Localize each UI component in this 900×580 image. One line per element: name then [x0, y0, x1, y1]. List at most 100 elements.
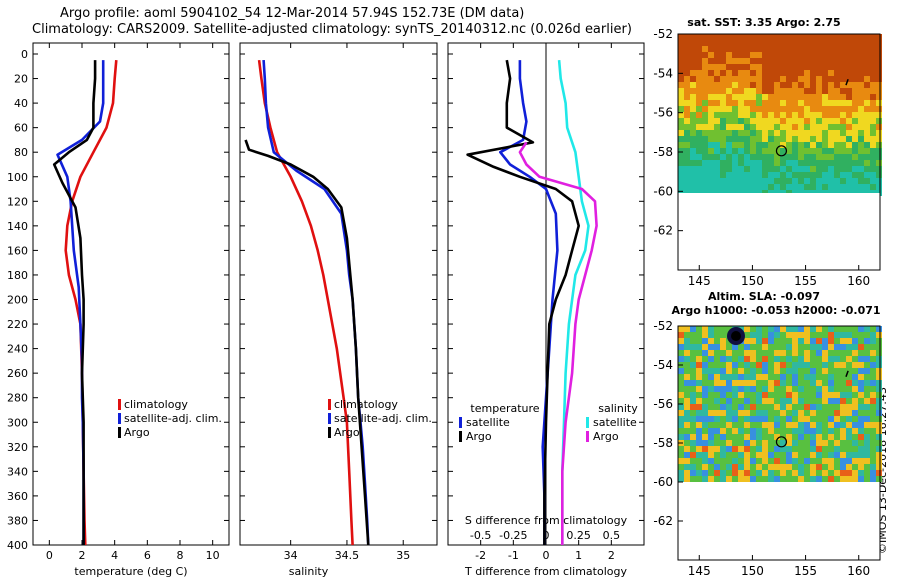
x-tick-label: 34: [284, 549, 298, 562]
y-tick-label: 100: [7, 171, 28, 184]
map-y-tick-label: -54: [653, 66, 673, 80]
legend-swatch: [459, 417, 462, 428]
series-line-s-argo: [518, 141, 598, 545]
map-nodata-area: [678, 193, 880, 270]
series-line-t-argo: [466, 59, 581, 545]
map-y-tick-label: -58: [653, 145, 673, 159]
legend-label: satellite-adj. clim.: [334, 412, 432, 425]
legend-swatch: [118, 399, 121, 410]
sla-field: [678, 326, 882, 482]
y-tick-label: 80: [14, 146, 28, 159]
map-y-tick-label: -54: [653, 358, 673, 372]
y-tick-label: 60: [14, 122, 28, 135]
map-nodata-area: [678, 482, 880, 560]
y-tick-label: 280: [7, 392, 28, 405]
title-line-2: Climatology: CARS2009. Satellite-adjuste…: [32, 22, 632, 37]
y-tick-label: 360: [7, 490, 28, 503]
map-y-tick-label: -60: [653, 475, 673, 489]
map-y-tick-label: -60: [653, 184, 673, 198]
y-tick-label: 40: [14, 97, 28, 110]
map-title: Altim. SLA: -0.097: [708, 290, 820, 303]
map-x-tick-label: 145: [688, 274, 711, 288]
map-y-tick-label: -62: [653, 514, 673, 528]
map-y-tick-label: -52: [653, 27, 673, 41]
x-tick-label: 1: [575, 549, 582, 562]
y-tick-label: 380: [7, 514, 28, 527]
argo-position-marker: [775, 436, 788, 448]
y-tick-label: 220: [7, 318, 28, 331]
title-line-1: Argo profile: aoml 5904102_54 12-Mar-201…: [60, 6, 525, 21]
argo-position-marker: [775, 145, 788, 157]
secondary-axis-label: S difference from climatology: [465, 514, 628, 527]
series-line-satellite-adj-clim-: [56, 60, 105, 545]
y-tick-label: 240: [7, 343, 28, 356]
map-x-tick-label: 150: [741, 274, 764, 288]
x-axis-label: salinity: [289, 565, 329, 578]
x-tick-label: 0: [46, 549, 53, 562]
legend-swatch: [328, 399, 331, 410]
sst-field: [678, 34, 882, 196]
legend-label: satellite-adj. clim.: [124, 412, 222, 425]
legend-swatch: [459, 431, 462, 442]
legend-title-salinity: salinity: [598, 402, 638, 415]
map-x-tick-label: 155: [794, 274, 817, 288]
legend-label: climatology: [334, 398, 398, 411]
y-tick-label: 200: [7, 294, 28, 307]
legend-label: Argo: [466, 430, 492, 443]
legend-label: satellite: [593, 416, 637, 429]
map-y-tick-label: -62: [653, 224, 673, 238]
y-tick-label: 120: [7, 195, 28, 208]
sla-eddy-core: [731, 331, 741, 341]
y-tick-label: 0: [21, 48, 28, 61]
legend-label: satellite: [466, 416, 510, 429]
x-tick-label: 0: [543, 549, 550, 562]
x-tick-label: 10: [206, 549, 220, 562]
map-x-tick-label: 145: [688, 564, 711, 578]
x-tick-label: -1: [508, 549, 519, 562]
map-feature-mark: [845, 78, 849, 86]
x-tick-label: -2: [475, 549, 486, 562]
map-y-tick-label: -56: [653, 397, 673, 411]
x-tick-label: 4: [111, 549, 118, 562]
secondary-tick-label: 0.25: [566, 529, 591, 542]
series-line-climatology: [257, 59, 354, 546]
y-tick-label: 20: [14, 73, 28, 86]
legend-label: Argo: [124, 426, 150, 439]
legend-swatch: [328, 427, 331, 438]
map-x-tick-label: 150: [741, 564, 764, 578]
y-tick-label: 140: [7, 220, 28, 233]
y-tick-label: 340: [7, 465, 28, 478]
y-tick-label: 400: [7, 539, 28, 552]
series-line-t-satellite: [498, 60, 559, 545]
legend-label: climatology: [124, 398, 188, 411]
y-tick-label: 160: [7, 244, 28, 257]
legend-label: Argo: [593, 430, 619, 443]
series-line-argo: [52, 60, 97, 545]
map-y-tick-label: -58: [653, 436, 673, 450]
x-axis-label: temperature (deg C): [74, 565, 187, 578]
legend-title-temperature: temperature: [470, 402, 539, 415]
legend-swatch: [586, 431, 589, 442]
map-y-tick-label: -56: [653, 106, 673, 120]
legend-swatch: [328, 413, 331, 424]
map-feature-mark: [845, 370, 849, 377]
panel-frame-temperature-profile: [32, 42, 230, 546]
x-tick-label: 35: [396, 549, 410, 562]
legend-label: Argo: [334, 426, 360, 439]
legend-swatch: [118, 413, 121, 424]
secondary-tick-label: -0.25: [499, 529, 527, 542]
y-tick-label: 260: [7, 367, 28, 380]
x-tick-label: 8: [177, 549, 184, 562]
secondary-tick-label: 0: [543, 529, 550, 542]
secondary-tick-label: 0.5: [603, 529, 621, 542]
y-tick-label: 320: [7, 441, 28, 454]
map-x-tick-label: 160: [847, 274, 870, 288]
map-subtitle: Argo h1000: -0.053 h2000: -0.071: [671, 304, 880, 317]
legend-swatch: [586, 417, 589, 428]
legend-swatch: [118, 427, 121, 438]
x-tick-label: 2: [79, 549, 86, 562]
series-line-argo: [244, 139, 370, 546]
map-title: sat. SST: 3.35 Argo: 2.75: [687, 16, 840, 29]
map-x-tick-label: 155: [794, 564, 817, 578]
secondary-tick-label: -0.5: [470, 529, 491, 542]
